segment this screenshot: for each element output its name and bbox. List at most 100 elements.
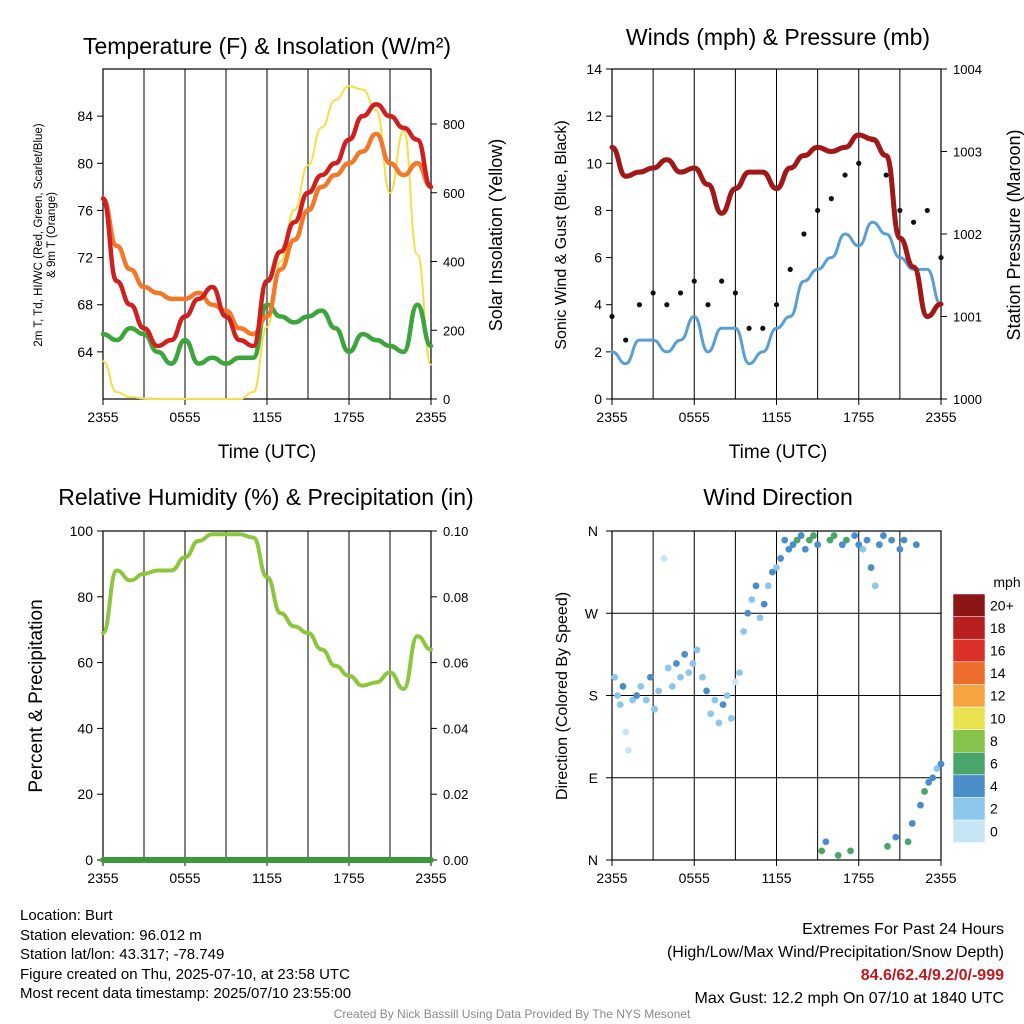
y-tick-label: 20 bbox=[77, 786, 93, 802]
wind-direction-point bbox=[896, 545, 904, 553]
colorbar-label: 2 bbox=[990, 801, 998, 817]
temperature-9m-line bbox=[100, 131, 434, 337]
x-tick-label: 2355 bbox=[596, 409, 627, 425]
wind-direction-point bbox=[822, 838, 830, 846]
colorbar-swatch bbox=[952, 751, 986, 776]
x-tick-label: 1155 bbox=[252, 870, 282, 886]
wind-direction-point bbox=[619, 682, 627, 690]
colorbar-label: 4 bbox=[990, 778, 998, 794]
wind-direction-point bbox=[719, 701, 727, 709]
wind-direction-point bbox=[707, 710, 715, 718]
x-tick-label: 1755 bbox=[333, 409, 364, 425]
y-tick-label: 100 bbox=[70, 523, 94, 539]
y-tick-label-right: 1002 bbox=[953, 227, 982, 242]
y-tick-label: 4 bbox=[594, 297, 602, 313]
wind-direction-point bbox=[810, 532, 817, 539]
colorbar-swatch bbox=[952, 593, 986, 617]
x-tick-label: 0555 bbox=[679, 409, 710, 425]
wind-direction-point bbox=[917, 801, 924, 809]
gust-point bbox=[815, 207, 821, 214]
wind-direction-point bbox=[900, 536, 908, 544]
wind-direction-point bbox=[622, 728, 630, 736]
wind-direction-point bbox=[660, 555, 668, 562]
colorbar-label: 10 bbox=[990, 710, 1006, 726]
y-tick-label-right: 600 bbox=[443, 186, 465, 201]
wind-direction-point bbox=[880, 532, 887, 539]
colorbar-label: 18 bbox=[990, 620, 1006, 636]
gust-point bbox=[801, 231, 807, 237]
colorbar-swatch bbox=[952, 638, 986, 663]
wind-direction-title: Wind Direction bbox=[703, 484, 853, 510]
credit-line: Created By Nick Bassill Using Data Provi… bbox=[333, 1007, 691, 1021]
wind-direction-point bbox=[789, 541, 797, 549]
wind-direction-point bbox=[744, 609, 752, 617]
wind-direction-point bbox=[875, 541, 883, 549]
gust-point bbox=[924, 207, 930, 214]
gust-point bbox=[760, 325, 766, 331]
y-tick-label-right: 0 bbox=[443, 392, 450, 407]
wind-direction-point bbox=[884, 842, 891, 850]
y-tick-label-right: 0.02 bbox=[443, 787, 468, 802]
gust-point bbox=[910, 219, 917, 225]
x-tick-label: 0555 bbox=[679, 870, 710, 886]
station-info: Location: Burt Station elevation: 96.012… bbox=[20, 906, 351, 1004]
gust-point bbox=[636, 302, 643, 308]
wind-direction-point bbox=[859, 545, 867, 553]
wind-direction-point bbox=[703, 687, 710, 695]
wind-direction-point bbox=[908, 820, 916, 827]
x-tick-label: 0555 bbox=[169, 870, 200, 886]
x-tick-label: 2355 bbox=[87, 870, 118, 886]
wind-direction-point bbox=[937, 760, 945, 768]
y-tick-label: 68 bbox=[77, 297, 93, 313]
gust-point bbox=[705, 302, 711, 308]
x-tick-label: 0555 bbox=[169, 409, 200, 425]
wind-direction-point bbox=[933, 765, 941, 773]
wind-direction-ylabel-left: Direction (Colored By Speed) bbox=[554, 592, 571, 800]
y-tick-label-right: 200 bbox=[443, 323, 465, 338]
wind-direction-point bbox=[642, 696, 650, 704]
colorbar-label: 16 bbox=[990, 643, 1006, 659]
temperature-xlabel: Time (UTC) bbox=[218, 442, 317, 463]
gust-point bbox=[691, 278, 697, 284]
y-tick-label: 6 bbox=[594, 250, 602, 266]
wind-direction-point bbox=[912, 541, 920, 549]
wind-direction-point bbox=[664, 664, 672, 672]
gust-point bbox=[787, 266, 793, 272]
wind-direction-point bbox=[748, 596, 756, 603]
gust-point bbox=[938, 254, 944, 261]
y-tick-label-right: 0.00 bbox=[443, 853, 468, 868]
wind-direction-point bbox=[614, 692, 621, 699]
extremes-box: Extremes For Past 24 Hours (High/Low/Max… bbox=[667, 918, 1004, 1010]
wind-direction-point bbox=[651, 705, 658, 713]
wind-direction-point bbox=[818, 847, 826, 855]
x-tick-label: 2355 bbox=[415, 870, 446, 886]
wind-direction-point bbox=[681, 650, 689, 658]
x-tick-label: 2355 bbox=[415, 409, 446, 425]
gust-point bbox=[842, 172, 848, 178]
y-tick-label: 80 bbox=[77, 155, 93, 171]
wind-direction-point bbox=[629, 696, 636, 704]
wind-direction-point bbox=[673, 660, 680, 667]
gust-point bbox=[746, 325, 752, 331]
gust-point bbox=[828, 196, 834, 202]
station-elevation: Station elevation: 96.012 m bbox=[20, 926, 202, 944]
wind-direction-point bbox=[814, 541, 822, 549]
wind-direction-point bbox=[736, 669, 743, 677]
extremes-values: 84.6/62.4/9.2/0/-999 bbox=[860, 967, 1004, 984]
y-tick-label-right: 1000 bbox=[953, 392, 982, 407]
humidity-title: Relative Humidity (%) & Precipitation (i… bbox=[58, 484, 473, 510]
wind-direction-point bbox=[888, 536, 896, 544]
wind-direction-point bbox=[773, 564, 780, 571]
wind-direction-point bbox=[633, 692, 641, 699]
x-tick-label: 1755 bbox=[843, 870, 874, 886]
wind-direction-point bbox=[834, 852, 842, 859]
pressure-line bbox=[609, 132, 944, 319]
direction-label: N bbox=[588, 523, 598, 539]
temperature-ylabel-right: Solar Insolation (Yellow) bbox=[486, 139, 506, 331]
y-tick-label-right: 0.08 bbox=[443, 590, 468, 605]
y-tick-label: 12 bbox=[586, 108, 602, 124]
colorbar: 0 2 4 6 8 10 12 14 16 18 20+ bbox=[952, 593, 1014, 843]
winds-title: Winds (mph) & Pressure (mb) bbox=[626, 24, 930, 50]
wind-direction-point bbox=[826, 536, 834, 544]
